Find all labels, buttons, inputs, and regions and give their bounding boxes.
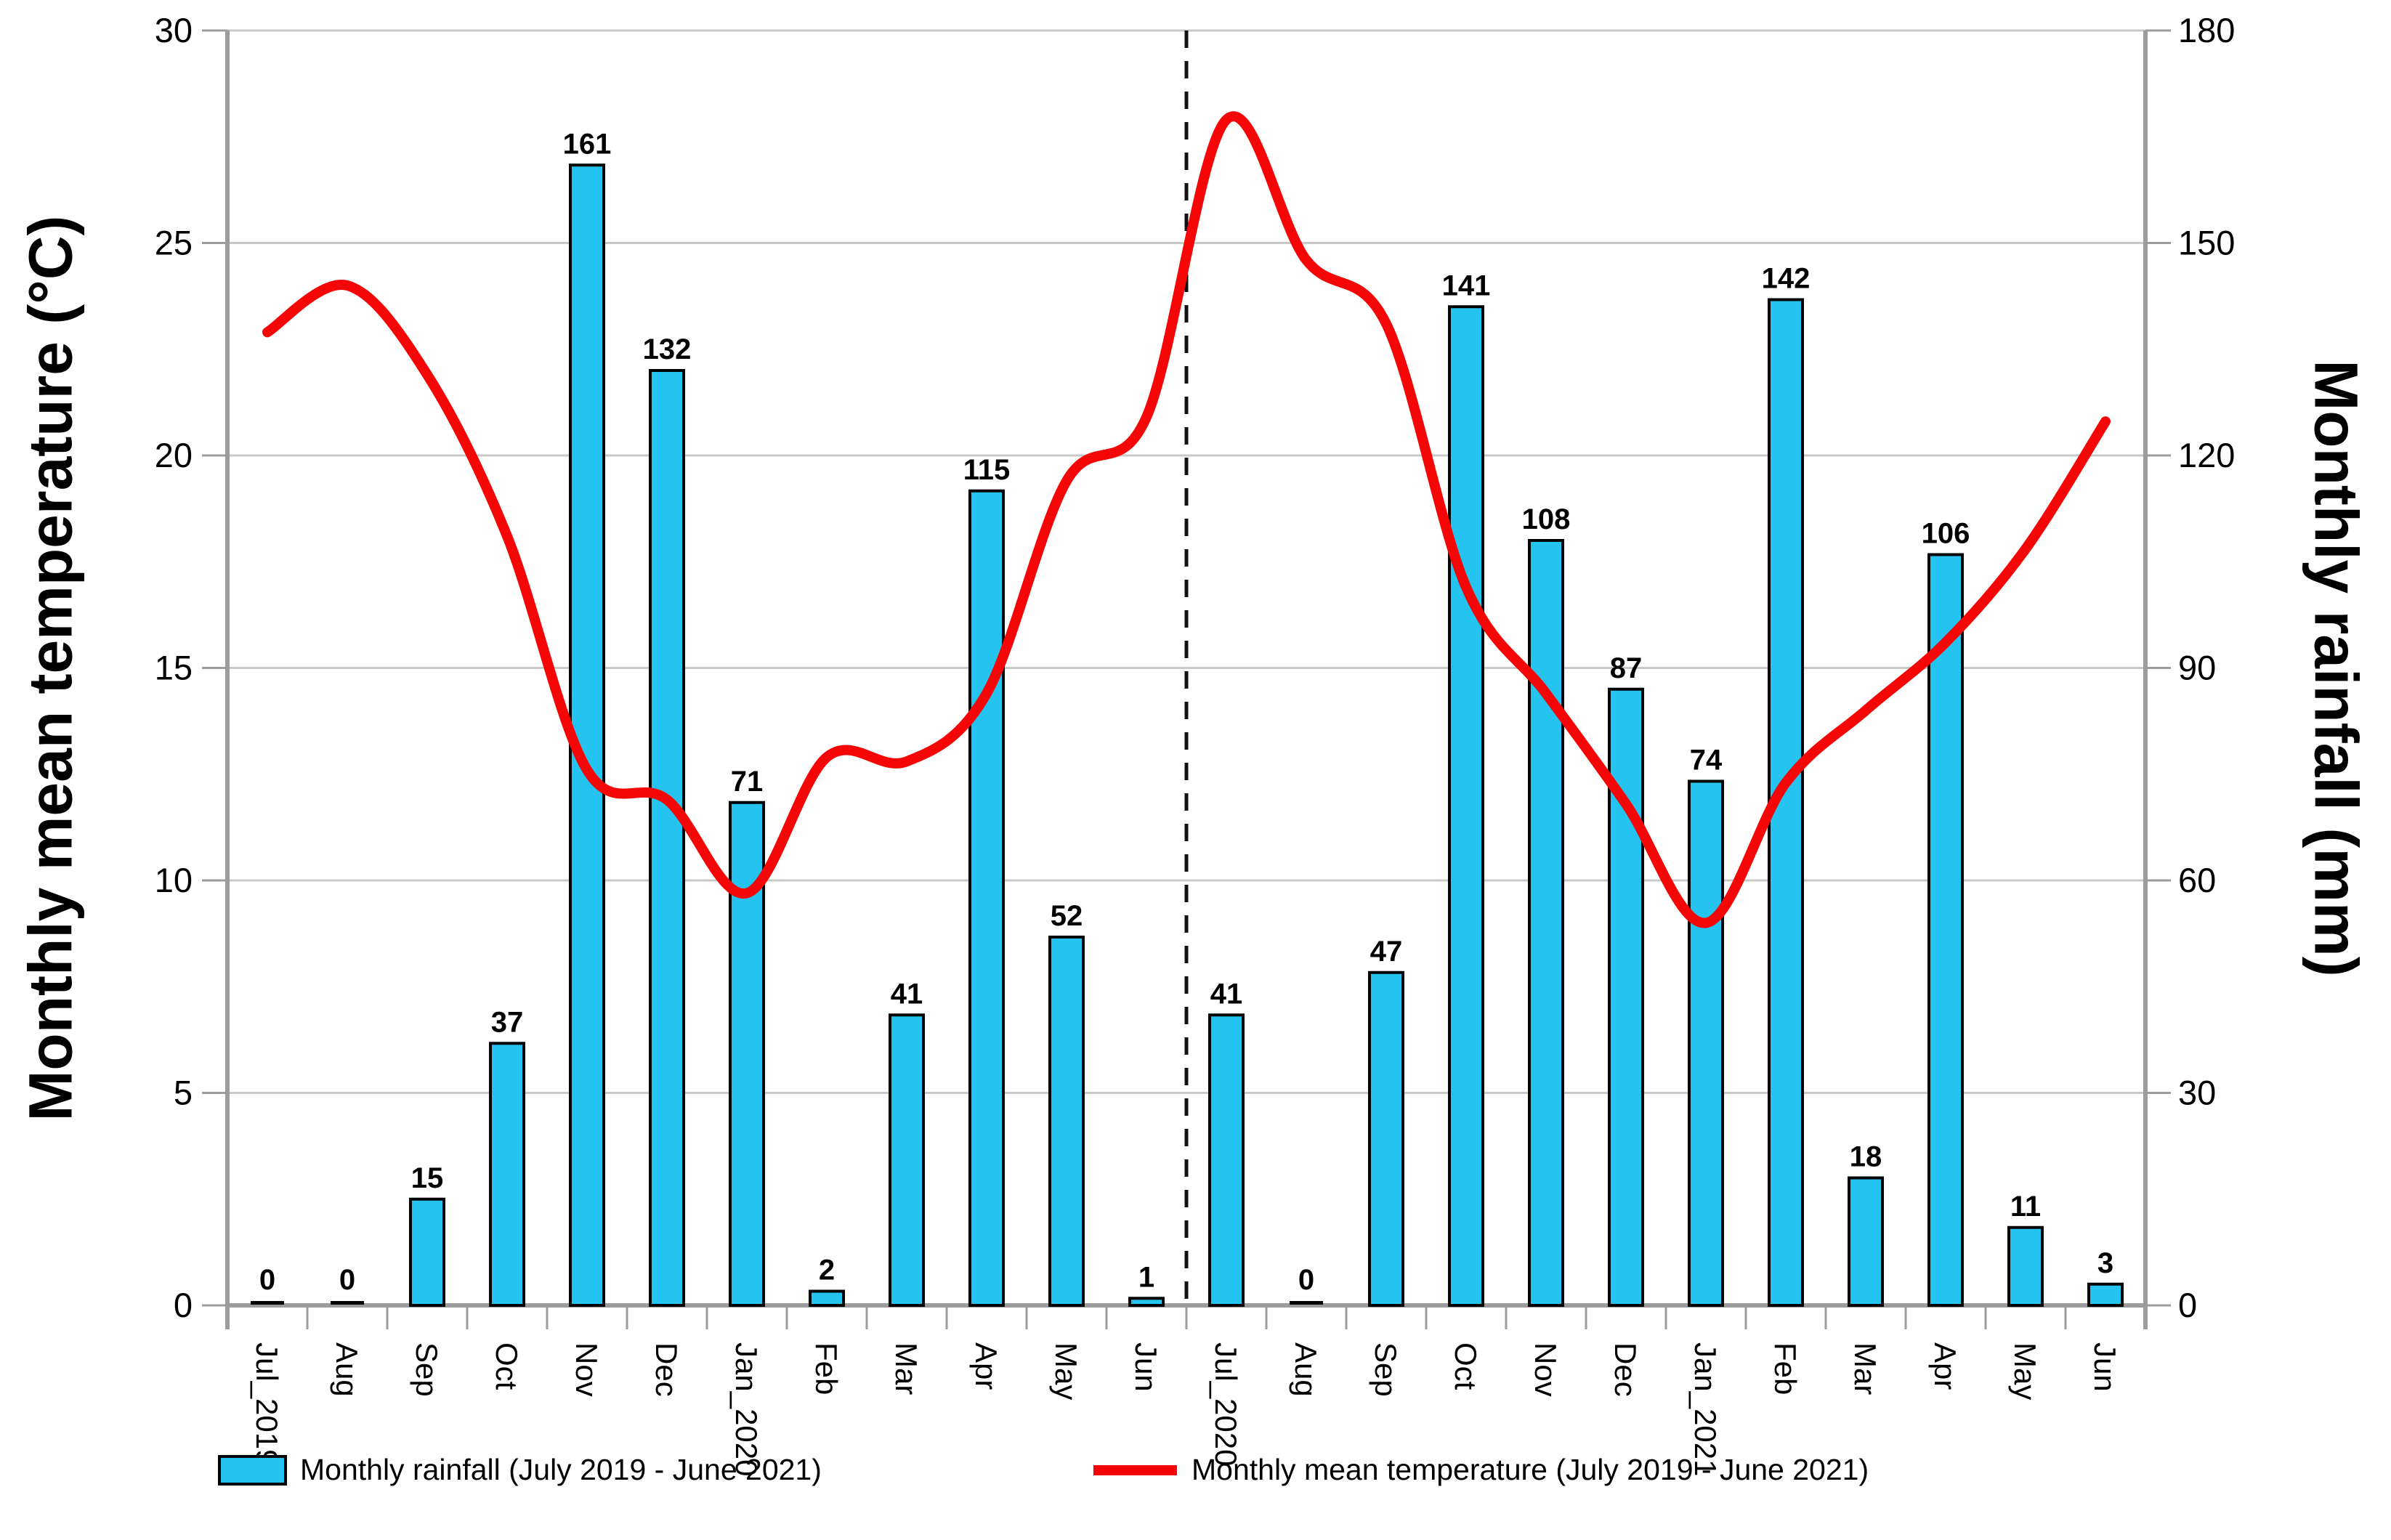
right-axis-tick-label: 30 — [2178, 1074, 2216, 1112]
month-label: Mar — [889, 1342, 923, 1395]
rainfall-bar — [1448, 305, 1484, 1307]
bar-value-label: 108 — [1522, 503, 1571, 535]
bar-value-label: 15 — [411, 1162, 444, 1194]
left-axis-tick-label: 30 — [155, 11, 193, 49]
rainfall-swatch — [218, 1454, 287, 1486]
legend-label-rainfall: Monthly rainfall (July 2019 - June 2021) — [300, 1453, 822, 1486]
rainfall-bar — [489, 1042, 525, 1307]
rainfall-bar — [1048, 936, 1085, 1307]
bar-value-label: 161 — [563, 128, 612, 160]
left-axis-title: Monthly mean temperature (°C) — [16, 215, 85, 1122]
bar-value-label: 115 — [963, 454, 1011, 486]
bar-value-label: 3 — [2097, 1247, 2113, 1279]
legend-label-temperature: Monthly mean temperature (July 2019 - Ju… — [1192, 1453, 1869, 1486]
month-label: Jun — [2088, 1342, 2122, 1392]
right-axis-tick-label: 180 — [2178, 11, 2235, 49]
rainfall-bar — [1927, 553, 1964, 1307]
month-label: Jan_2021 — [1688, 1342, 1723, 1477]
month-label: Aug — [330, 1342, 364, 1397]
bar-value-label: 1 — [1138, 1261, 1154, 1293]
bar-value-label: 47 — [1370, 936, 1403, 968]
rainfall-bar — [2087, 1282, 2124, 1307]
month-label: Oct — [1449, 1342, 1483, 1390]
rainfall-bar — [2007, 1225, 2044, 1307]
left-axis-tick-label: 15 — [155, 649, 193, 687]
left-axis-tick-label: 10 — [155, 861, 193, 899]
rainfall-bar-zero — [251, 1301, 284, 1305]
bar-value-label: 0 — [339, 1264, 355, 1296]
rainfall-bar — [1848, 1176, 1884, 1307]
right-axis-tick-label: 120 — [2178, 436, 2235, 474]
month-label: Apr — [969, 1342, 1003, 1390]
bar-value-label: 71 — [731, 766, 764, 798]
month-label: Oct — [490, 1342, 524, 1390]
left-axis-tick-label: 25 — [155, 224, 193, 262]
rainfall-bar — [1128, 1297, 1165, 1307]
rainfall-bar — [889, 1013, 925, 1307]
right-axis-tick-label: 0 — [2178, 1286, 2197, 1324]
right-axis-title: Monthly rainfall (mm) — [2302, 360, 2371, 977]
rainfall-bar — [649, 369, 685, 1307]
month-label: Nov — [570, 1342, 604, 1397]
right-axis-tick-label: 150 — [2178, 224, 2235, 262]
rainfall-bar — [809, 1289, 845, 1307]
month-label: Jul_2020 — [1209, 1342, 1243, 1466]
month-label: Sep — [1369, 1342, 1403, 1397]
left-axis-tick-label: 20 — [155, 436, 193, 474]
bar-value-label: 0 — [259, 1264, 275, 1296]
left-axis-tick-label: 0 — [174, 1286, 193, 1324]
rainfall-bar — [968, 489, 1005, 1307]
month-label: Mar — [1848, 1342, 1882, 1395]
month-label: May — [2008, 1342, 2042, 1400]
month-label: Dec — [650, 1342, 684, 1397]
month-label: Apr — [1928, 1342, 1962, 1390]
month-label: May — [1049, 1342, 1083, 1400]
month-label: Jun — [1129, 1342, 1163, 1392]
month-label: Feb — [809, 1342, 843, 1395]
bar-value-label: 37 — [491, 1006, 524, 1038]
month-label: Dec — [1609, 1342, 1643, 1397]
bar-value-label: 132 — [643, 333, 692, 365]
legend-item-rainfall: Monthly rainfall (July 2019 - June 2021) — [218, 1453, 822, 1487]
left-axis-tick-label: 5 — [174, 1074, 193, 1112]
temperature-line — [262, 111, 2111, 928]
rainfall-bar — [1688, 779, 1724, 1307]
bar-value-label: 18 — [1850, 1141, 1882, 1173]
rainfall-bar-zero — [331, 1301, 364, 1305]
month-label: Nov — [1529, 1342, 1563, 1397]
bar-value-label: 142 — [1762, 263, 1811, 295]
month-label: Jul_2019 — [250, 1342, 284, 1466]
rainfall-bar — [1208, 1013, 1245, 1307]
bar-value-label: 0 — [1298, 1264, 1314, 1296]
bar-value-label: 41 — [1210, 978, 1243, 1010]
right-axis-tick-label: 60 — [2178, 861, 2216, 899]
month-label: Jan_2020 — [729, 1342, 764, 1477]
rainfall-bar-zero — [1290, 1301, 1323, 1305]
right-axis-tick-label: 90 — [2178, 649, 2216, 687]
bar-value-label: 11 — [2010, 1191, 2041, 1223]
month-label: Aug — [1289, 1342, 1323, 1397]
month-label: Sep — [410, 1342, 444, 1397]
bar-value-label: 41 — [891, 978, 923, 1010]
rainfall-bar — [1528, 539, 1564, 1307]
bar-value-label: 87 — [1610, 652, 1643, 684]
month-label: Feb — [1768, 1342, 1803, 1395]
bar-value-label: 2 — [819, 1255, 835, 1286]
bar-value-label: 106 — [1922, 518, 1970, 550]
legend-item-temperature: Monthly mean temperature (July 2019 - Ju… — [1093, 1453, 1869, 1487]
temperature-swatch — [1093, 1464, 1177, 1475]
bar-value-label: 52 — [1051, 900, 1083, 932]
bar-value-label: 74 — [1690, 745, 1723, 777]
rainfall-bar — [1368, 970, 1404, 1307]
bar-value-label: 141 — [1442, 270, 1491, 301]
rainfall-bar — [409, 1197, 445, 1307]
